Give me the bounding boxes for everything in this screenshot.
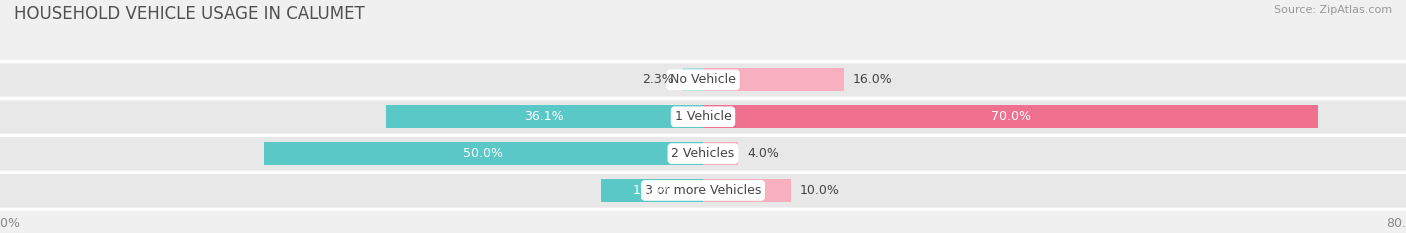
Text: 70.0%: 70.0% <box>991 110 1031 123</box>
Bar <box>703 69 844 91</box>
Text: 16.0%: 16.0% <box>852 73 893 86</box>
Text: 4.0%: 4.0% <box>747 147 779 160</box>
Text: No Vehicle: No Vehicle <box>671 73 735 86</box>
Bar <box>602 179 703 202</box>
Bar <box>703 142 738 165</box>
Text: 1 Vehicle: 1 Vehicle <box>675 110 731 123</box>
Bar <box>0 174 1406 207</box>
Text: 3 or more Vehicles: 3 or more Vehicles <box>645 184 761 197</box>
Bar <box>683 69 703 91</box>
Bar <box>703 105 1319 128</box>
Text: 2 Vehicles: 2 Vehicles <box>672 147 734 160</box>
Text: 10.0%: 10.0% <box>800 184 839 197</box>
Text: 11.6%: 11.6% <box>633 184 672 197</box>
Text: 2.3%: 2.3% <box>643 73 673 86</box>
Bar <box>385 105 703 128</box>
Text: Source: ZipAtlas.com: Source: ZipAtlas.com <box>1274 5 1392 15</box>
Bar <box>703 179 790 202</box>
Text: HOUSEHOLD VEHICLE USAGE IN CALUMET: HOUSEHOLD VEHICLE USAGE IN CALUMET <box>14 5 364 23</box>
Bar <box>0 137 1406 170</box>
Bar <box>264 142 703 165</box>
Bar <box>0 64 1406 96</box>
Text: 36.1%: 36.1% <box>524 110 564 123</box>
Text: 50.0%: 50.0% <box>464 147 503 160</box>
Bar <box>0 100 1406 133</box>
